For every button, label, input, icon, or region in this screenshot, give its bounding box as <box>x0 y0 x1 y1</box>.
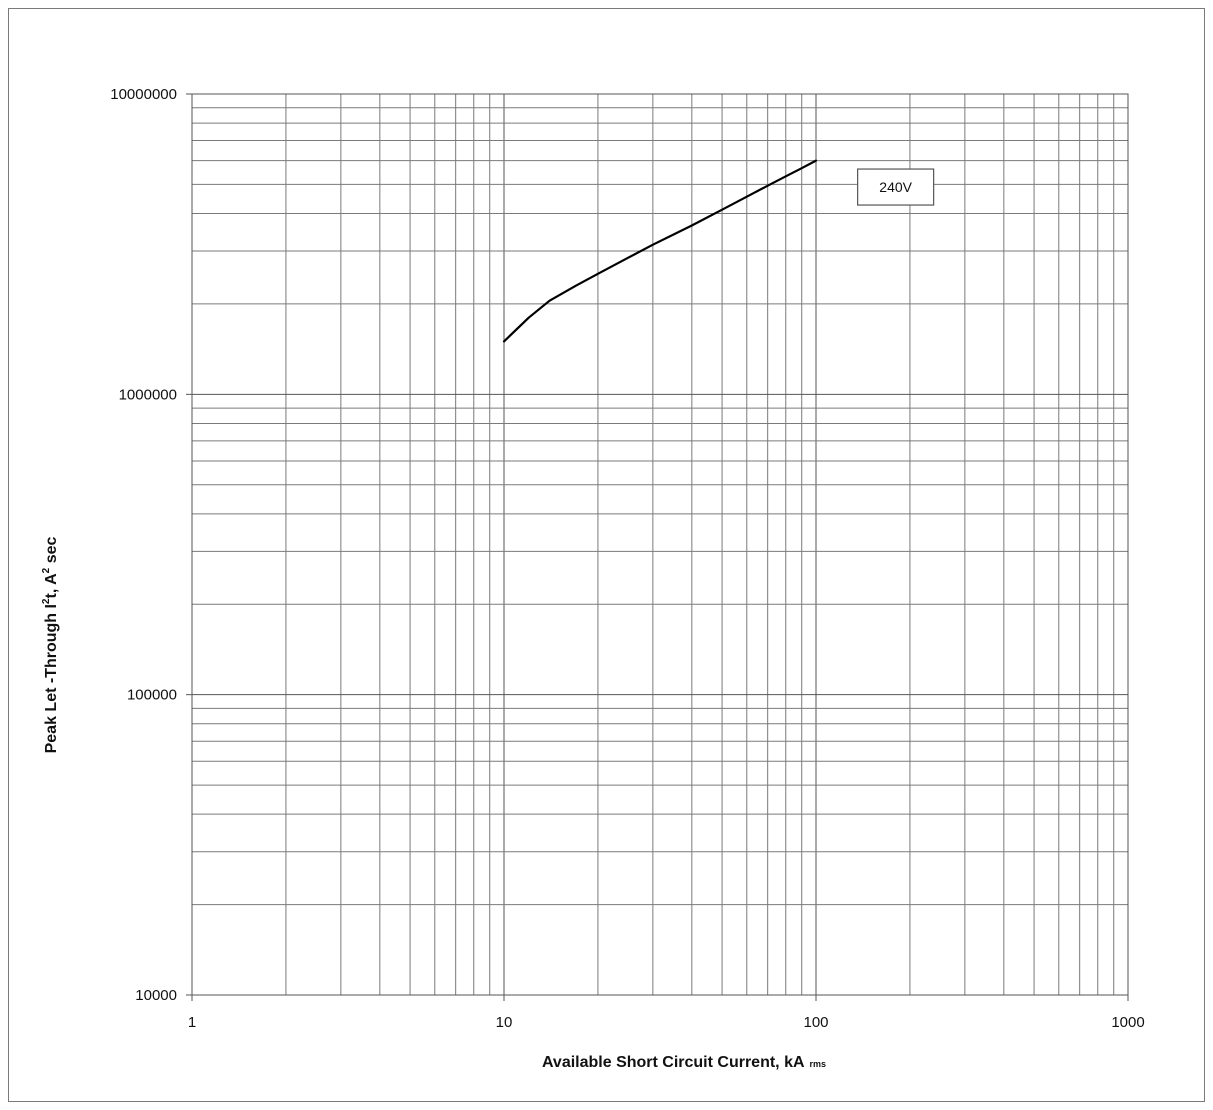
y-tick-label: 10000 <box>135 987 177 1004</box>
annotation-label: 240V <box>879 179 912 195</box>
y-tick-labels: 10000 100000 1000000 10000000 <box>110 86 192 1004</box>
x-tick-label: 100 <box>803 1014 828 1031</box>
annotation-box <box>857 168 935 206</box>
x-axis-title: Available Short Circuit Current, kA rms <box>542 1054 826 1071</box>
x-tick-labels: 1 10 100 1000 <box>188 995 1145 1031</box>
y-axis-title: Peak Let -Through I2t, A2 sec <box>41 537 60 754</box>
y-tick-label: 100000 <box>127 687 177 704</box>
x-tick-label: 10 <box>496 1014 513 1031</box>
plot-area <box>191 93 1129 996</box>
y-tick-label: 1000000 <box>119 386 177 403</box>
x-tick-label: 1 <box>188 1014 196 1031</box>
series-line <box>502 159 818 343</box>
chart-frame <box>8 8 1205 1102</box>
annotations: 240V <box>857 168 935 206</box>
x-tick-label: 1000 <box>1111 1014 1144 1031</box>
grid <box>192 94 1128 995</box>
series-group <box>502 159 818 343</box>
y-tick-label: 10000000 <box>110 86 177 103</box>
